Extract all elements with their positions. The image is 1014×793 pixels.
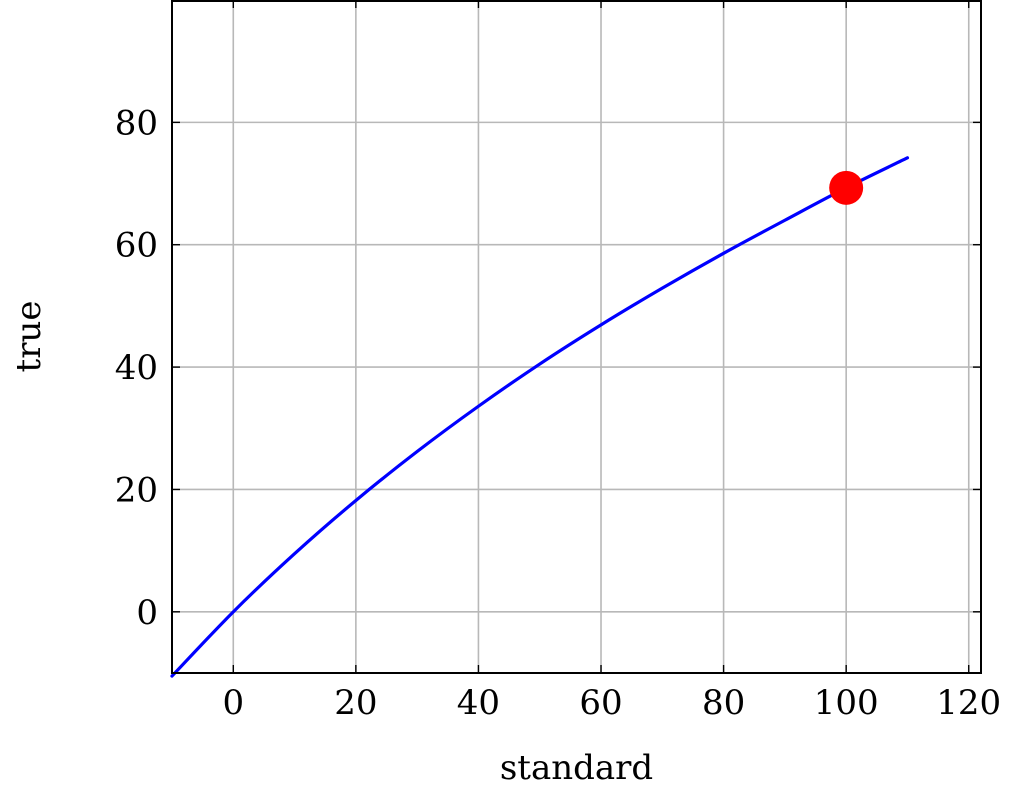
y-tick-label-4: 80 bbox=[115, 103, 158, 143]
highlight-point bbox=[829, 170, 864, 205]
y-tick-labels: 0 20 40 60 80 bbox=[115, 103, 158, 632]
y-tick-label-2: 40 bbox=[115, 348, 158, 388]
x-tick-label-1: 20 bbox=[334, 683, 377, 723]
series-line-0 bbox=[170, 156, 910, 678]
ticks bbox=[172, 0, 981, 673]
y-tick-label-3: 60 bbox=[115, 226, 158, 266]
y-tick-label-1: 20 bbox=[115, 470, 158, 510]
y-axis-label: true bbox=[9, 301, 49, 373]
x-tick-label-4: 80 bbox=[702, 683, 745, 723]
x-tick-label-3: 60 bbox=[579, 683, 622, 723]
x-axis-label: standard bbox=[500, 748, 653, 788]
x-tick-label-2: 40 bbox=[457, 683, 500, 723]
grid bbox=[172, 0, 981, 673]
highlight-layer bbox=[829, 170, 864, 205]
x-tick-labels: 0 20 40 60 80 100 120 bbox=[222, 683, 1001, 723]
series-layer bbox=[170, 156, 910, 678]
y-tick-label-0: 0 bbox=[136, 593, 158, 633]
x-tick-label-0: 0 bbox=[222, 683, 244, 723]
plot-frame bbox=[171, 0, 982, 674]
x-tick-label-5: 100 bbox=[814, 683, 879, 723]
x-tick-label-6: 120 bbox=[936, 683, 1001, 723]
